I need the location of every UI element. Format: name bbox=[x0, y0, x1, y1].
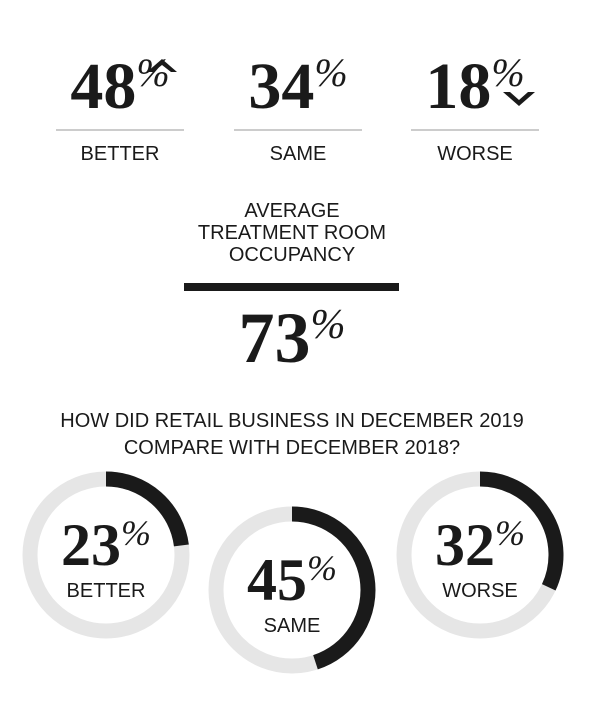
stat-unit: % bbox=[495, 513, 525, 553]
stat-unit: % bbox=[311, 302, 346, 348]
divider-bar bbox=[184, 283, 399, 291]
donut-label: WORSE bbox=[442, 580, 518, 602]
stat-value: 73 bbox=[239, 298, 311, 378]
occupancy-title: AVERAGE bbox=[244, 200, 339, 222]
stat-unit: % bbox=[314, 50, 347, 95]
stat-unit: % bbox=[491, 50, 524, 95]
stat-unit: % bbox=[136, 50, 169, 95]
stat-label: SAME bbox=[270, 143, 327, 165]
donut-label: BETTER bbox=[67, 580, 146, 602]
stat: 32% bbox=[435, 512, 525, 578]
question: COMPARE WITH DECEMBER 2018? bbox=[124, 437, 460, 459]
up-arrow bbox=[147, 59, 177, 72]
stat-unit: % bbox=[307, 548, 337, 588]
stat: 48% bbox=[70, 50, 169, 123]
question: HOW DID RETAIL BUSINESS IN DECEMBER 2019 bbox=[60, 410, 523, 432]
donut-label: SAME bbox=[264, 615, 321, 637]
stat-label: BETTER bbox=[81, 143, 160, 165]
donut-arc bbox=[105, 471, 189, 547]
stat-value: 23 bbox=[61, 512, 121, 578]
down-arrow bbox=[503, 92, 535, 106]
stat: 73% bbox=[239, 298, 346, 378]
stat-label: WORSE bbox=[437, 143, 513, 165]
stat-value: 34 bbox=[248, 50, 314, 123]
donut-arc bbox=[291, 506, 376, 670]
stat: 34% bbox=[248, 50, 347, 123]
stat-value: 32 bbox=[435, 512, 495, 578]
donut-arc bbox=[479, 471, 564, 591]
stat: 23% bbox=[61, 512, 151, 578]
stat-unit: % bbox=[121, 513, 151, 553]
stat: 45% bbox=[247, 547, 337, 613]
occupancy-title: TREATMENT ROOM bbox=[198, 222, 386, 244]
stat-value: 18 bbox=[425, 50, 491, 123]
stat: 18% bbox=[425, 50, 524, 123]
stat-value: 48 bbox=[70, 50, 136, 123]
occupancy-title: OCCUPANCY bbox=[229, 244, 355, 266]
stat-value: 45 bbox=[247, 547, 307, 613]
